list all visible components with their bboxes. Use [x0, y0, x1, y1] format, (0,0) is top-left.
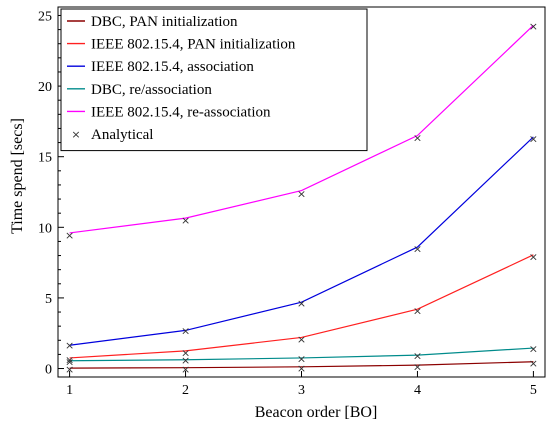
analytical-point: × — [181, 346, 190, 359]
analytical-point: × — [181, 214, 190, 227]
analytical-point: × — [529, 132, 538, 145]
legend-label: DBC, PAN initialization — [91, 14, 238, 30]
analytical-point: × — [413, 350, 422, 363]
analytical-point: × — [529, 20, 538, 33]
analytical-point: × — [413, 132, 422, 145]
analytical-point: × — [297, 187, 306, 200]
legend-label: IEEE 802.15.4, association — [91, 59, 254, 75]
analytical-point: × — [181, 354, 190, 367]
series-line-0 — [69, 361, 534, 369]
axes: 1 2 3 4 5 0 5 10 15 20 25 — [38, 6, 546, 398]
analytical-point: × — [65, 363, 74, 376]
legend-label: IEEE 802.15.4, re-association — [91, 104, 271, 120]
legend-label: IEEE 802.15.4, PAN initialization — [91, 37, 296, 53]
series-line-2 — [69, 136, 534, 346]
y-tick-label: 0 — [45, 363, 52, 378]
analytical-point: × — [297, 362, 306, 375]
x-tick-label: 1 — [66, 383, 73, 398]
y-tick-label: 10 — [38, 221, 52, 236]
analytical-point: × — [413, 360, 422, 373]
series-line-3 — [69, 347, 534, 362]
y-tick-label: 5 — [45, 292, 52, 307]
legend: DBC, PAN initialization IEEE 802.15.4, PA… — [60, 8, 368, 152]
legend-label: DBC, re/association — [91, 82, 212, 98]
analytical-point: × — [65, 339, 74, 352]
legend-label: Analytical — [91, 127, 153, 143]
analytical-markers: × × × × ×××××××××××× × × ××××××× — [65, 20, 538, 376]
analytical-point: × — [529, 357, 538, 370]
analytical-point: × — [297, 333, 306, 346]
x-tick-label: 3 — [298, 383, 305, 398]
analytical-point: × — [65, 229, 74, 242]
analytical-point: × — [181, 363, 190, 376]
y-axis-title: Time spend [secs] — [9, 118, 26, 234]
y-tick-label: 20 — [38, 80, 52, 95]
y-tick-label: 25 — [38, 9, 52, 24]
legend-box — [60, 8, 368, 152]
x-axis-title: Beacon order [BO] — [255, 404, 378, 421]
analytical-point: × — [297, 352, 306, 365]
series-line-1 — [69, 254, 534, 359]
series-line-4 — [69, 24, 534, 234]
analytical-point: × — [297, 297, 306, 310]
analytical-point: × — [65, 353, 74, 366]
analytical-point: × — [65, 355, 74, 368]
analytical-point: × — [413, 305, 422, 318]
x-tick-label: 4 — [414, 383, 421, 398]
y-tick-label: 15 — [38, 151, 52, 166]
analytical-point: × — [529, 342, 538, 355]
analytical-point: × — [529, 250, 538, 263]
x-tick-label: 5 — [530, 383, 537, 398]
series-lines — [69, 24, 534, 369]
legend-marker: × — [71, 128, 80, 141]
x-tick-label: 2 — [182, 383, 189, 398]
analytical-point: × — [181, 324, 190, 337]
analytical-point: × — [413, 242, 422, 255]
